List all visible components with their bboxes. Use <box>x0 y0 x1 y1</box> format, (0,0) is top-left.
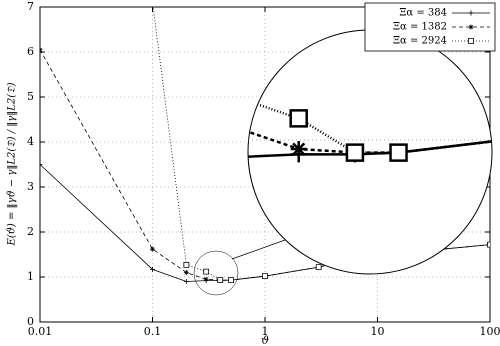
data-point <box>183 270 189 275</box>
zoom-connector <box>231 239 286 260</box>
data-point <box>228 277 235 284</box>
y-tick-label: 7 <box>27 0 34 13</box>
legend-marker <box>468 24 474 30</box>
x-tick-label: 0.1 <box>144 325 162 338</box>
data-point <box>211 83 227 99</box>
data-point <box>217 277 224 284</box>
y-tick-label: 0 <box>27 315 34 328</box>
data-point <box>389 143 408 162</box>
x-tick-label: 10 <box>371 325 385 338</box>
zoom-view <box>76 20 492 166</box>
data-point <box>345 143 365 162</box>
y-tick-label: 1 <box>27 270 34 283</box>
data-point <box>211 150 227 166</box>
data-point <box>150 246 155 252</box>
data-point <box>203 276 209 282</box>
data-point <box>40 162 43 167</box>
data-point <box>150 0 155 5</box>
legend-label: Ξα = 384 <box>399 8 447 19</box>
x-tick-label: 1 <box>262 325 269 338</box>
x-tick-label: 100 <box>480 325 500 338</box>
y-axis-label: E(ϑ) = ‖γϑ − γ‖L2(𝔇) / ‖γ‖L2(𝔇) <box>7 82 18 246</box>
data-point <box>76 101 92 117</box>
data-point <box>487 241 490 248</box>
legend-marker <box>468 10 474 16</box>
data-point <box>203 268 210 275</box>
y-tick-label: 4 <box>27 135 34 148</box>
data-point <box>315 264 322 270</box>
data-point <box>290 141 307 157</box>
data-point <box>183 261 190 268</box>
data-point <box>211 114 227 130</box>
data-point <box>150 266 155 272</box>
legend-label: Ξα = 2924 <box>393 36 447 47</box>
x-tick-label: 0.01 <box>28 325 53 338</box>
data-point <box>76 20 92 36</box>
y-tick-label: 2 <box>27 225 34 238</box>
data-point <box>183 279 189 284</box>
legend-label: Ξα = 1382 <box>393 22 447 33</box>
data-point <box>262 273 268 279</box>
y-tick-label: 5 <box>27 90 34 103</box>
data-point <box>40 47 43 53</box>
x-axis-label: ϑ <box>261 334 269 346</box>
data-point <box>289 109 308 128</box>
legend-marker <box>468 38 474 44</box>
zoom-source <box>193 250 239 296</box>
y-tick-label: 3 <box>27 180 34 193</box>
y-tick-label: 6 <box>27 45 34 58</box>
